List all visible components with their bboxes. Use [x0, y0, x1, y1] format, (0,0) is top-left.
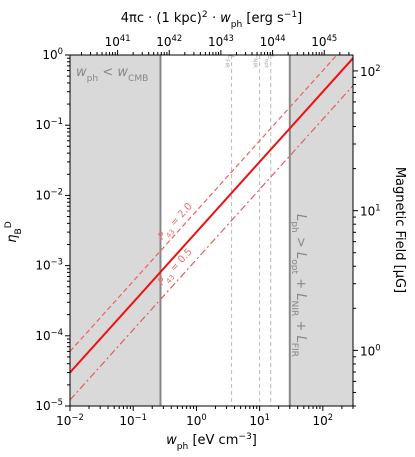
top-axis-title: 4πc · (1 kpc)2 · wph [erg s−1]: [121, 10, 302, 30]
series-line-0: [70, 57, 353, 374]
right-tick-label-2: 102: [360, 63, 381, 79]
x-tick-label-0: 10−2: [56, 412, 84, 428]
top-tick-label-2: 1043: [208, 33, 234, 49]
shaded-region-0: [70, 55, 161, 406]
series-line-1: [70, 55, 338, 352]
y-tick-label-2: 10−3: [35, 257, 63, 273]
x-tick-label-4: 102: [313, 412, 334, 428]
top-tick-label-4: 1045: [311, 33, 337, 49]
y-tick-label-0: 10−5: [35, 397, 63, 413]
right-tick-label-0: 100: [360, 342, 381, 358]
region-label-cmb: wph < wCMB: [76, 65, 148, 84]
x-axis-title: wph [eV cm−3]: [166, 432, 257, 452]
vertical-line-label-2: LNIR: [252, 54, 264, 68]
series-line-2: [70, 85, 353, 401]
plot-frame: [69, 54, 354, 407]
y-tick-label-5: 100: [42, 46, 63, 62]
x-tick-label-2: 100: [186, 412, 207, 428]
x-tick-label-3: 101: [249, 412, 270, 428]
region-label-luminosity: Lph > Lopt + LNIR + LFIR: [289, 214, 308, 358]
y-tick-label-3: 10−2: [35, 186, 63, 202]
y-tick-label-4: 10−1: [35, 116, 63, 132]
vertical-line-label-1: LFIR: [224, 55, 236, 68]
y-axis-title: ηBD: [4, 221, 24, 243]
y-tick-label-1: 10−4: [35, 327, 63, 343]
top-tick-label-3: 1044: [260, 33, 286, 49]
top-tick-label-1: 1042: [156, 33, 182, 49]
right-axis-title: Magnetic Field [μG]: [392, 167, 407, 293]
top-tick-label-0: 1041: [105, 33, 131, 49]
right-tick-label-1: 101: [360, 203, 381, 219]
shaded-region-1: [289, 55, 353, 406]
vertical-line-label-3: Lopt: [263, 54, 275, 68]
x-tick-label-1: 10−1: [119, 412, 147, 428]
